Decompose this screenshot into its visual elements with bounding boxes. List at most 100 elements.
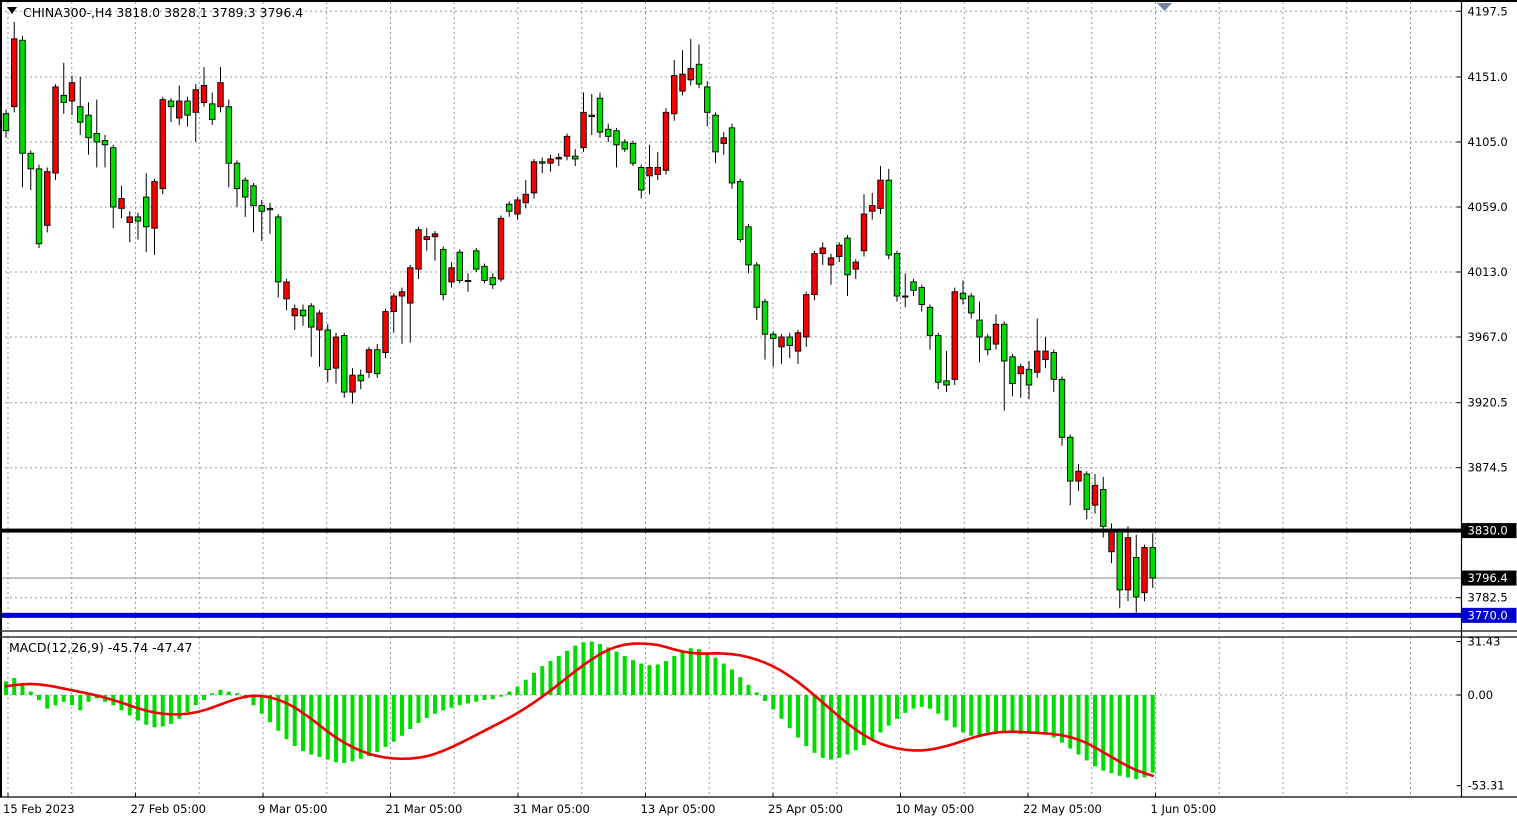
macd-histogram-bar xyxy=(1068,695,1073,749)
candle xyxy=(217,82,224,108)
macd-histogram-bar xyxy=(276,695,281,731)
candle xyxy=(687,68,694,81)
time-axis[interactable]: 15 Feb 2023 27 Feb 05:00 9 Mar 05:00 21 Mar… xyxy=(3,793,1216,816)
macd-histogram-bar xyxy=(754,692,759,695)
support-line[interactable] xyxy=(0,612,1462,618)
macd-histogram-bar xyxy=(1018,695,1023,735)
macd-histogram-bar xyxy=(309,695,314,755)
candle xyxy=(621,141,628,150)
candle xyxy=(794,332,802,352)
candle xyxy=(134,216,142,222)
macd-histogram-bar xyxy=(928,695,932,709)
macd-histogram-bar xyxy=(886,695,891,726)
macd-histogram-bar xyxy=(589,641,594,695)
price-badge-label: 3770.0 xyxy=(1468,608,1508,622)
time-axis-label: 25 Apr 05:00 xyxy=(768,802,843,816)
candle xyxy=(291,308,298,317)
macd-histogram-bar xyxy=(160,695,165,727)
price-badge-label: 3796.4 xyxy=(1468,571,1508,585)
candle xyxy=(489,277,496,286)
candle xyxy=(720,137,727,144)
candle xyxy=(357,374,364,382)
candle xyxy=(1034,350,1041,373)
macd-histogram-bar xyxy=(202,695,206,701)
macd-layer xyxy=(4,641,1155,780)
macd-histogram-bar xyxy=(878,695,883,733)
macd-histogram-bar xyxy=(210,693,215,695)
candle xyxy=(431,233,439,238)
macd-histogram-bar xyxy=(61,695,66,702)
candle xyxy=(266,207,274,211)
candle xyxy=(596,97,604,133)
hlines-layer[interactable] xyxy=(0,528,1462,618)
macd-histogram-bar xyxy=(853,695,858,751)
macd-histogram-bar xyxy=(548,661,553,695)
candle xyxy=(473,250,480,270)
candle xyxy=(753,264,760,308)
candle xyxy=(869,205,876,212)
price-axis-label: 3782.5 xyxy=(1468,591,1508,605)
candle xyxy=(852,261,859,270)
macd-histogram-bar xyxy=(37,695,41,701)
macd-label: MACD(12,26,9) -45.74 -47.47 xyxy=(9,640,192,655)
macd-histogram-bar xyxy=(490,695,495,700)
candle xyxy=(728,127,736,184)
macd-histogram-bar xyxy=(53,695,58,706)
candle xyxy=(151,181,158,229)
candle xyxy=(275,216,282,283)
price-axis-label: 3874.5 xyxy=(1468,461,1508,475)
candle xyxy=(365,349,373,373)
candle xyxy=(415,229,422,270)
macd-histogram-bar xyxy=(713,657,718,695)
macd-histogram-bar xyxy=(367,695,371,757)
current-price-line[interactable] xyxy=(0,577,1462,579)
price-axis[interactable]: 4197.5 4151.0 4105.0 4059.0 4013.0 3967.0 3920… xyxy=(1456,4,1517,623)
macd-histogram-bar xyxy=(482,695,487,701)
candle xyxy=(539,161,546,164)
candle xyxy=(407,267,414,304)
macd-histogram-bar xyxy=(28,691,33,695)
candle xyxy=(159,99,166,190)
macd-histogram-bar xyxy=(474,695,479,702)
macd-histogram-bar xyxy=(746,684,751,695)
candle xyxy=(35,168,43,245)
candle xyxy=(11,38,18,108)
candle xyxy=(481,265,488,281)
macd-histogram-bar xyxy=(4,681,8,695)
macd-axis[interactable]: 31.43 0.00 -53.31 xyxy=(1456,635,1505,793)
time-axis-label: 15 Feb 2023 xyxy=(3,802,75,816)
chart-end-marker-icon[interactable] xyxy=(1157,3,1172,11)
time-axis-label: 13 Apr 05:00 xyxy=(641,802,716,816)
macd-histogram-bar xyxy=(218,689,223,695)
macd-histogram-bar xyxy=(177,695,182,719)
candle xyxy=(233,162,241,190)
time-axis-label: 31 Mar 05:00 xyxy=(513,802,590,816)
candle xyxy=(555,157,562,160)
macd-histogram-bar xyxy=(1035,695,1040,733)
macd-histogram-bar xyxy=(1076,695,1081,755)
macd-histogram-bar xyxy=(441,695,446,711)
candle xyxy=(992,323,1000,345)
candle xyxy=(580,111,587,149)
candle xyxy=(1141,547,1148,594)
candle xyxy=(547,158,554,164)
macd-histogram-bar xyxy=(614,651,619,695)
candle xyxy=(68,82,76,102)
macd-histogram-bar xyxy=(952,695,957,728)
macd-histogram-bar xyxy=(86,695,91,702)
resistance-line[interactable] xyxy=(0,528,1462,533)
price-badge xyxy=(1462,607,1517,623)
macd-histogram-bar xyxy=(837,695,842,758)
candle xyxy=(126,216,133,223)
macd-axis-label: 0.00 xyxy=(1468,688,1494,702)
macd-histogram-bar xyxy=(598,644,602,695)
price-axis-label: 4105.0 xyxy=(1468,135,1508,149)
macd-histogram-bar xyxy=(804,695,809,746)
candle xyxy=(695,63,703,85)
macd-histogram-bar xyxy=(1150,695,1155,773)
candle xyxy=(110,147,117,208)
symbol-dropdown-icon[interactable] xyxy=(7,7,17,14)
time-axis-label: 22 May 05:00 xyxy=(1023,802,1102,816)
candle xyxy=(283,281,290,300)
